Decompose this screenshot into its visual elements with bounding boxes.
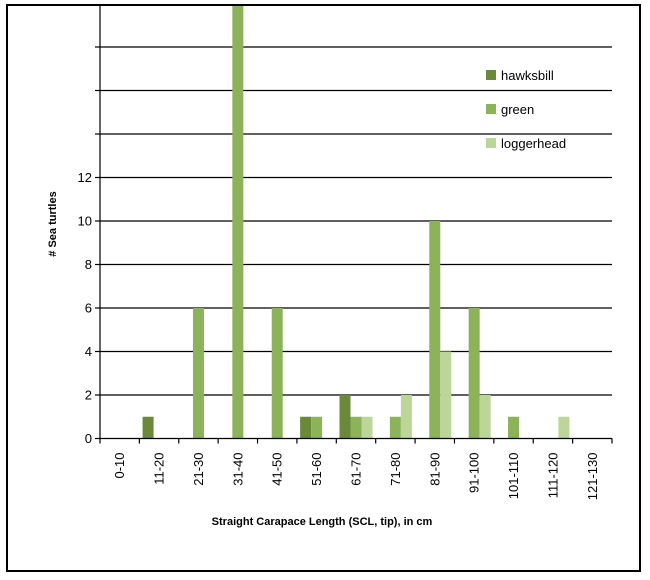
x-tick-label: 51-60 xyxy=(309,453,324,486)
bar-hawksbill-51-60 xyxy=(300,416,312,439)
x-tick-label: 31-40 xyxy=(230,453,245,486)
x-tick-label: 41-50 xyxy=(270,453,285,486)
bar-green-91-100 xyxy=(468,308,480,439)
x-tick-label: 71-80 xyxy=(388,453,403,486)
bar-green-81-90 xyxy=(429,221,441,439)
legend-swatch-loggerhead xyxy=(486,138,496,148)
bar-green-71-80 xyxy=(389,416,401,439)
legend-label-green: green xyxy=(501,102,534,117)
bar-green-31-40 xyxy=(232,6,244,439)
bar-green-41-50 xyxy=(271,308,283,439)
x-axis-title: Straight Carapace Length (SCL, tip), in … xyxy=(212,516,433,528)
bar-hawksbill-61-70 xyxy=(339,395,351,439)
legend-swatch-green xyxy=(486,104,496,114)
bar-chart: 0 2 4 6 8 10 12 0-10 11-20 21-30 31-40 41-50 51-60 6… xyxy=(47,6,613,528)
chart-frame: 0 2 4 6 8 10 12 0-10 11-20 21-30 31-40 41-50 51-60 6… xyxy=(6,4,641,572)
bar-green-101-110 xyxy=(508,416,520,439)
y-tick-label: 12 xyxy=(78,170,92,185)
y-tick-label: 0 xyxy=(85,431,92,446)
x-tick-labels: 0-10 11-20 21-30 31-40 41-50 51-60 61-70 71-80 8… xyxy=(112,453,600,501)
bar-green-51-60 xyxy=(311,416,323,439)
y-tick-label: 2 xyxy=(85,388,92,403)
y-axis-title: # Sea turtles xyxy=(47,191,59,256)
bar-green-21-30 xyxy=(192,308,204,439)
bars xyxy=(142,6,570,439)
y-tick-label: 10 xyxy=(78,214,92,229)
legend-swatch-hawksbill xyxy=(486,70,496,80)
legend: hawksbill green loggerhead xyxy=(486,68,566,151)
x-tick-label: 21-30 xyxy=(191,453,206,486)
legend-label-hawksbill: hawksbill xyxy=(501,68,554,83)
x-tick-label: 101-110 xyxy=(506,453,521,500)
gridlines xyxy=(100,46,612,396)
x-tick-label: 121-130 xyxy=(585,453,600,501)
y-tick-label: 8 xyxy=(85,257,92,272)
bar-hawksbill-11-20 xyxy=(142,416,154,439)
bar-green-61-70 xyxy=(350,416,362,439)
y-tick-label: 6 xyxy=(85,301,92,316)
y-tick-labels: 0 2 4 6 8 10 12 xyxy=(78,170,92,446)
bar-loggerhead-111-120 xyxy=(558,416,570,439)
y-tick-label: 4 xyxy=(85,344,92,359)
bar-loggerhead-61-70 xyxy=(361,416,373,439)
x-tick-label: 91-100 xyxy=(467,453,482,493)
x-tick-label: 81-90 xyxy=(427,453,442,486)
bar-loggerhead-91-100 xyxy=(479,395,491,439)
axes xyxy=(95,6,613,444)
bar-loggerhead-71-80 xyxy=(400,395,412,439)
x-tick-label: 61-70 xyxy=(349,453,364,486)
x-tick-label: 0-10 xyxy=(112,453,127,479)
bar-loggerhead-81-90 xyxy=(440,351,452,439)
x-tick-label: 111-120 xyxy=(545,453,560,499)
legend-label-loggerhead: loggerhead xyxy=(501,136,566,151)
x-tick-label: 11-20 xyxy=(152,453,167,485)
